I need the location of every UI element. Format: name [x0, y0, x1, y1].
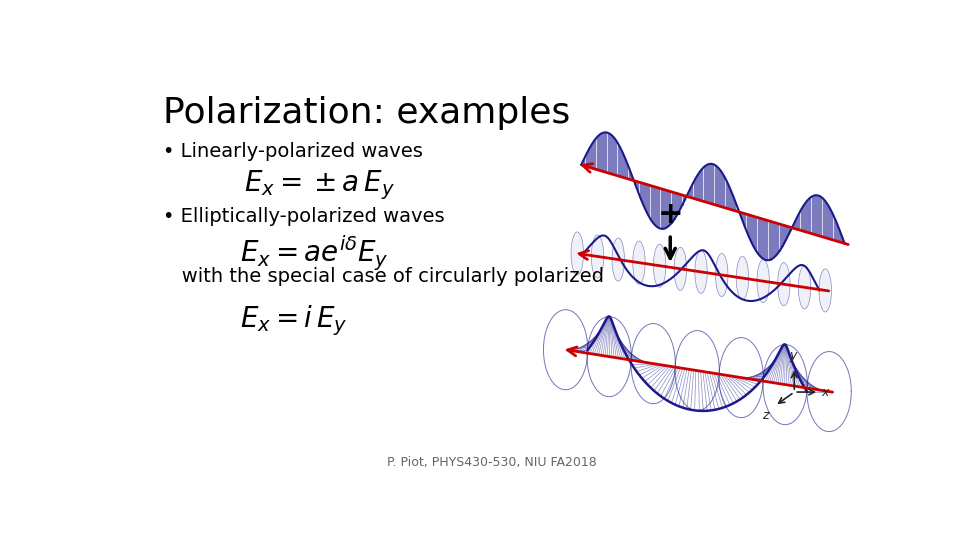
Text: • Linearly-polarized waves: • Linearly-polarized waves: [162, 142, 422, 161]
Text: $x$: $x$: [822, 386, 831, 399]
Text: $E_x = \pm a\, E_y$: $E_x = \pm a\, E_y$: [244, 168, 395, 202]
Text: $y$: $y$: [789, 350, 799, 365]
Text: • Elliptically-polarized waves: • Elliptically-polarized waves: [162, 207, 444, 226]
Polygon shape: [674, 247, 686, 291]
Polygon shape: [756, 260, 769, 303]
Text: +: +: [658, 200, 684, 230]
Polygon shape: [654, 244, 666, 287]
Polygon shape: [612, 238, 624, 281]
Text: $z$: $z$: [762, 409, 771, 422]
Polygon shape: [736, 256, 749, 300]
Text: $E_x = i\, E_y$: $E_x = i\, E_y$: [240, 303, 348, 338]
Polygon shape: [778, 262, 790, 306]
Text: Polarization: examples: Polarization: examples: [162, 96, 570, 130]
Text: $E_x = ae^{i\delta} E_y$: $E_x = ae^{i\delta} E_y$: [240, 234, 389, 273]
Text: P. Piot, PHYS430-530, NIU FA2018: P. Piot, PHYS430-530, NIU FA2018: [387, 456, 597, 469]
Polygon shape: [715, 253, 728, 296]
Polygon shape: [799, 266, 811, 309]
Polygon shape: [591, 235, 604, 278]
Text: with the special case of circularly polarized: with the special case of circularly pola…: [162, 267, 604, 286]
Polygon shape: [819, 269, 831, 312]
Polygon shape: [695, 251, 708, 293]
Polygon shape: [633, 241, 645, 284]
Polygon shape: [571, 232, 584, 275]
